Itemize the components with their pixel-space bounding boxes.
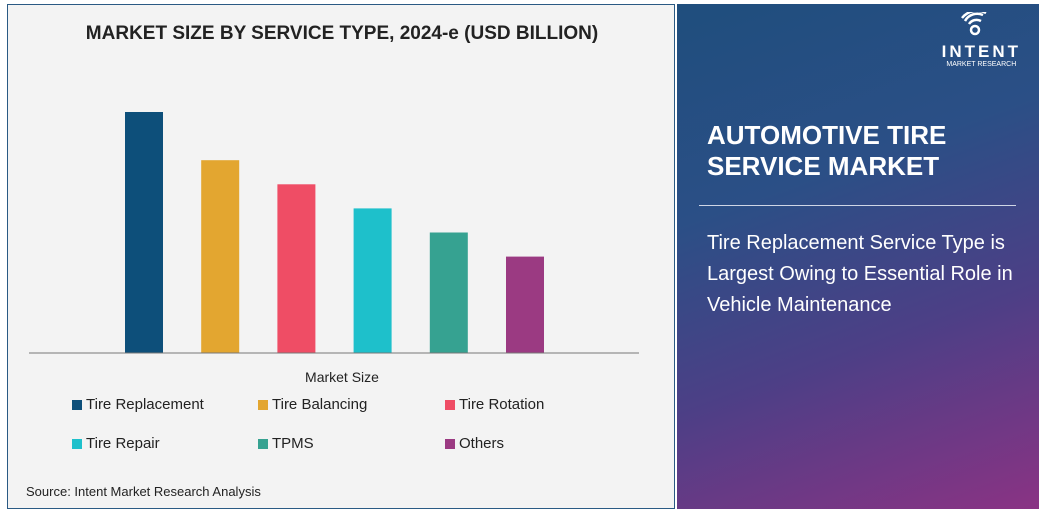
bar-tpms (429, 232, 468, 353)
logo: INTENT MARKET RESEARCH (941, 9, 1021, 69)
legend-label: Others (459, 435, 505, 452)
legend-swatch (258, 438, 268, 449)
logo-main: INTENT (941, 42, 1021, 61)
bar-tire-balancing (201, 160, 240, 353)
legend-label: Tire Repair (86, 435, 160, 452)
bar-tire-replacement (125, 112, 163, 353)
legend-label: Tire Rotation (459, 396, 545, 413)
logo-sub: MARKET RESEARCH (946, 61, 1017, 68)
legend-item: Others (445, 435, 504, 452)
legend-swatch (445, 438, 455, 449)
legend-item: Tire Balancing (258, 396, 367, 413)
legend-swatch (72, 438, 82, 449)
legend-label: TPMS (272, 435, 314, 452)
bar-chart (29, 112, 639, 354)
legend-label: Tire Balancing (272, 396, 368, 413)
legend-swatch (258, 399, 268, 410)
source-note: Source: Intent Market Research Analysis (26, 484, 261, 499)
chart-title: MARKET SIZE BY SERVICE TYPE, 2024-e (USD… (85, 23, 599, 44)
legend-item: Tire Rotation (445, 396, 544, 413)
info-panel: INTENT MARKET RESEARCH AUTOMOTIVE TIRE S… (677, 4, 1039, 509)
x-axis-label: Market Size (305, 369, 379, 385)
legend-swatch (72, 399, 82, 410)
chart-panel: MARKET SIZE BY SERVICE TYPE, 2024-e (USD… (7, 4, 675, 509)
legend-item: Tire Repair (72, 435, 160, 452)
market-title: AUTOMOTIVE TIRE SERVICE MARKET (707, 120, 947, 181)
bar-tire-rotation (277, 184, 316, 353)
legend-swatch (445, 399, 455, 410)
market-description: Tire Replacement Service Type is Largest… (707, 232, 1013, 316)
bar-tire-repair (353, 208, 392, 353)
legend-item: Tire Replacement (72, 396, 204, 413)
legend-label: Tire Replacement (86, 396, 204, 413)
bar-others (506, 256, 544, 353)
signal-icon (961, 9, 987, 36)
legend-item: TPMS (258, 435, 314, 452)
divider (699, 205, 1016, 206)
